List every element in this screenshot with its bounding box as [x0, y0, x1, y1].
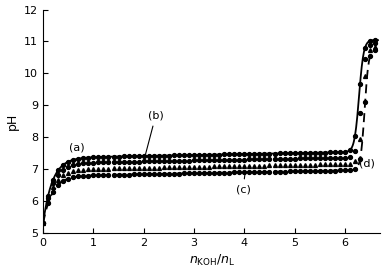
Y-axis label: pH: pH	[5, 113, 19, 130]
Text: (a): (a)	[69, 142, 85, 153]
Text: (d): (d)	[359, 158, 375, 168]
Text: (c): (c)	[235, 173, 251, 195]
X-axis label: $n_{\mathrm{KOH}}/n_{\mathrm{L}}$: $n_{\mathrm{KOH}}/n_{\mathrm{L}}$	[188, 253, 235, 269]
Text: (b): (b)	[146, 111, 164, 154]
